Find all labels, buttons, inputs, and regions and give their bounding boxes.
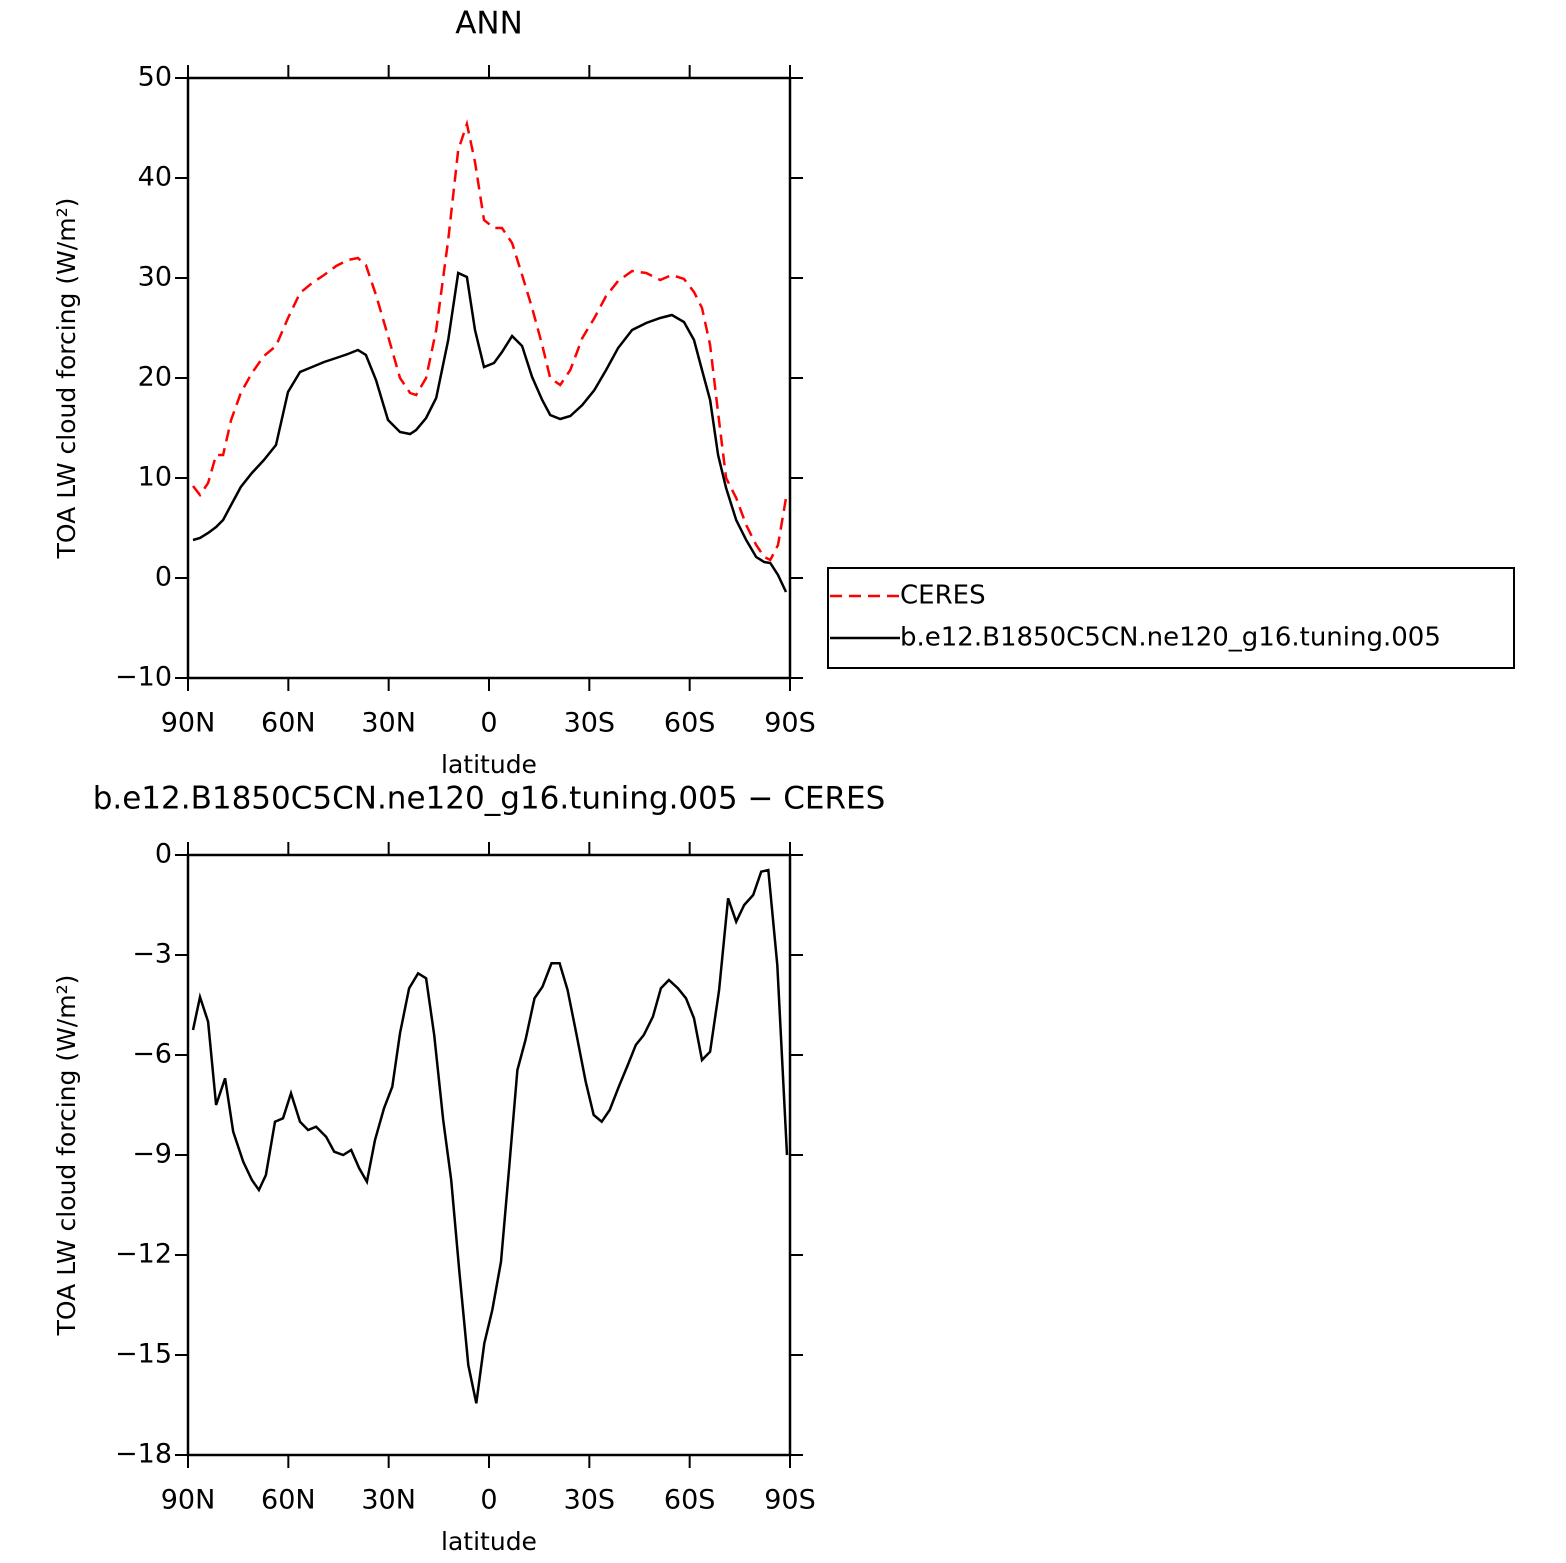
legend-label: CERES — [900, 581, 986, 611]
y-tick-label: −15 — [115, 1339, 172, 1370]
y-tick-label: 0 — [155, 562, 172, 593]
x-tick-label: 90N — [161, 708, 216, 739]
y-tick-label: 0 — [155, 839, 172, 870]
y-tick-label: −6 — [132, 1039, 172, 1070]
legend-label: b.e12.B1850C5CN.ne120_g16.tuning.005 — [900, 623, 1441, 653]
x-tick-label: 30N — [361, 708, 416, 739]
series-line — [192, 119, 788, 562]
y-axis-label: TOA LW cloud forcing (W/m²) — [52, 198, 81, 560]
y-tick-label: 50 — [138, 62, 172, 93]
x-tick-label: 60S — [664, 1485, 716, 1516]
x-axis-label: latitude — [441, 750, 537, 779]
plot-frame — [186, 76, 792, 680]
y-tick-label: −12 — [115, 1239, 172, 1270]
series-line — [191, 868, 789, 1404]
x-tick-label: 0 — [480, 1485, 497, 1516]
plot-frame — [186, 853, 792, 1457]
chart-title: ANN — [455, 6, 523, 42]
x-tick-label: 90S — [764, 1485, 816, 1516]
x-tick-label: 90S — [764, 708, 816, 739]
x-tick-label: 30S — [564, 708, 616, 739]
y-tick-label: −10 — [115, 662, 172, 693]
series-line — [192, 271, 788, 593]
x-tick-label: 90N — [161, 1485, 216, 1516]
x-tick-label: 60S — [664, 708, 716, 739]
x-axis-label: latitude — [441, 1527, 537, 1556]
y-tick-label: −18 — [115, 1439, 172, 1470]
legend-box — [827, 567, 1515, 669]
y-tick-label: 20 — [138, 362, 172, 393]
y-axis-label: TOA LW cloud forcing (W/m²) — [52, 975, 81, 1337]
y-tick-label: −9 — [132, 1139, 172, 1170]
x-tick-label: 0 — [480, 708, 497, 739]
x-tick-label: 60N — [261, 1485, 316, 1516]
y-tick-label: 40 — [138, 162, 172, 193]
y-tick-label: 10 — [138, 462, 172, 493]
x-tick-label: 30N — [361, 1485, 416, 1516]
y-tick-label: 30 — [138, 262, 172, 293]
chart-title: b.e12.B1850C5CN.ne120_g16.tuning.005 − C… — [93, 781, 886, 817]
x-tick-label: 30S — [564, 1485, 616, 1516]
x-tick-label: 60N — [261, 708, 316, 739]
y-tick-label: −3 — [132, 939, 172, 970]
